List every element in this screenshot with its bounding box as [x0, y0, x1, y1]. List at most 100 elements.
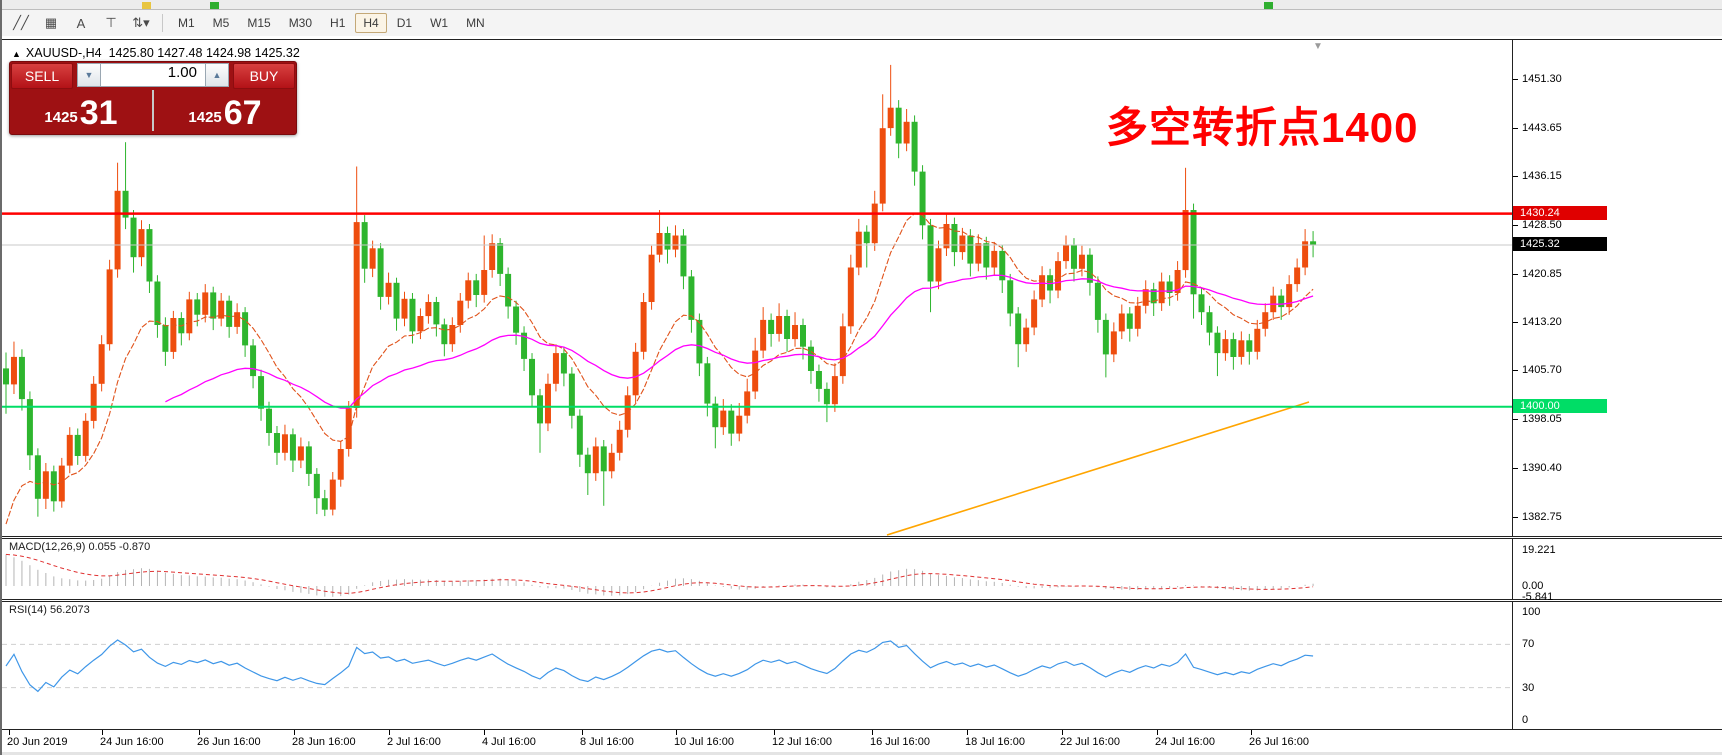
one-click-trading-panel: SELL ▼ 1.00 ▲ BUY 1425 31 1425 67 [9, 61, 297, 135]
price-tick [1513, 176, 1518, 177]
time-axis-label: 4 Jul 16:00 [482, 736, 536, 748]
volume-spinner: ▼ 1.00 ▲ [77, 63, 229, 87]
ohlc-low: 1424.98 [205, 46, 252, 60]
time-tick [294, 730, 295, 735]
chart-annotation-text: 多空转折点1400 [1106, 104, 1419, 151]
timeframe-buttons-group: M1 M5 M15 M30 H1 H4 D1 W1 MN [169, 13, 494, 33]
buy-price-small: 1425 [188, 109, 222, 126]
horizontal-scrollbar[interactable] [2, 752, 1722, 755]
time-tick [967, 730, 968, 735]
price-tick [1513, 79, 1518, 80]
main-chart-canvas[interactable] [2, 40, 1512, 536]
time-tick [484, 730, 485, 735]
sell-price-small: 1425 [44, 109, 78, 126]
time-tick [582, 730, 583, 735]
timeframe-button-m15[interactable]: M15 [247, 16, 271, 30]
chart-window: 1451.30 1443.65 1436.15 1428.50 1420.85 1413.… [2, 36, 1722, 755]
time-tick [102, 730, 103, 735]
time-axis-label: 28 Jun 16:00 [292, 736, 356, 748]
rsi-axis-label: 100 [1522, 606, 1541, 618]
timeframe-button-m1[interactable]: M1 [178, 16, 195, 30]
symbol-header[interactable]: ▲ XAUUSD-,H4 1425.80 1427.48 1424.98 1425… [12, 46, 300, 60]
chart-toolbar: ╱╱ ▦ A ⊤ ⇅▾ M1 M5 M15 M30 H1 H4 D1 W1 MN [2, 10, 1722, 37]
status-green-icon [210, 2, 219, 9]
time-axis-label: 2 Jul 16:00 [387, 736, 441, 748]
buy-price-display[interactable]: 1425 67 [154, 88, 296, 133]
text-box-icon[interactable]: ⊤ [105, 15, 117, 30]
price-axis-label: 1405.70 [1522, 364, 1562, 376]
price-axis-label: 1436.15 [1522, 170, 1562, 182]
volume-input[interactable]: 1.00 [101, 63, 205, 87]
status-green-icon-2 [1264, 2, 1273, 9]
price-axis-label: 1390.40 [1522, 462, 1562, 474]
price-axis-label: 1443.65 [1522, 122, 1562, 134]
timeframe-button-d1[interactable]: D1 [396, 16, 413, 30]
time-axis-label: 24 Jul 16:00 [1155, 736, 1215, 748]
timeframe-button-m30[interactable]: M30 [288, 16, 313, 30]
time-axis-label: 18 Jul 16:00 [965, 736, 1025, 748]
macd-axis-label: 19.221 [1522, 544, 1556, 556]
time-axis-label: 26 Jul 16:00 [1249, 736, 1309, 748]
price-tick [1513, 225, 1518, 226]
timeframe-button-mn[interactable]: MN [466, 16, 485, 30]
time-axis-label: 24 Jun 16:00 [100, 736, 164, 748]
ohlc-high: 1427.48 [157, 46, 203, 60]
text-label-icon[interactable]: A [76, 15, 86, 31]
time-axis-label: 22 Jul 16:00 [1060, 736, 1120, 748]
time-axis-label: 16 Jul 16:00 [870, 736, 930, 748]
panel-separator[interactable] [2, 536, 1722, 539]
macd-panel[interactable]: MACD(12,26,9) 0.055 -0.870 [2, 539, 1512, 599]
symbol-title: XAUUSD-,H4 [25, 46, 102, 60]
price-axis-label: 1420.85 [1522, 268, 1562, 280]
rsi-axis-label: 0 [1522, 714, 1529, 726]
price-tick [1513, 468, 1518, 469]
price-axis-label: 1398.05 [1522, 413, 1562, 425]
time-axis-label: 8 Jul 16:00 [580, 736, 634, 748]
price-axis-label: 1382.75 [1522, 511, 1562, 523]
price-divider [152, 90, 154, 131]
rsi-axis-label: 70 [1522, 638, 1535, 650]
time-axis-label: 26 Jun 16:00 [197, 736, 261, 748]
price-axis-label: 1428.50 [1522, 219, 1562, 231]
grid-icon[interactable]: ▦ [44, 15, 58, 30]
timeframe-button-h4[interactable]: H4 [355, 13, 387, 33]
status-yellow-icon [142, 2, 151, 9]
drawing-tools-group: ╱╱ ▦ A ⊤ ⇅▾ [6, 13, 156, 33]
price-tick [1513, 128, 1518, 129]
timeframe-button-m5[interactable]: M5 [212, 16, 230, 30]
window-top-strip [2, 0, 1722, 10]
macd-axis-label: 0.00 [1522, 580, 1544, 592]
timeframe-button-h1[interactable]: H1 [330, 16, 346, 30]
price-axis[interactable]: 1451.30 1443.65 1436.15 1428.50 1420.85 1413.… [1512, 40, 1722, 536]
arrows-icon[interactable]: ⇅▾ [132, 15, 150, 30]
macd-axis: 19.221 0.00 -5.841 [1512, 539, 1722, 603]
macd-label: MACD(12,26,9) 0.055 -0.870 [9, 541, 151, 553]
sell-price-display[interactable]: 1425 31 [10, 88, 152, 133]
chart-frame-top [2, 39, 1722, 40]
draw-lines-icon[interactable]: ╱╱ [13, 15, 29, 30]
rsi-axis-label: 30 [1522, 682, 1535, 694]
price-badge: 1430.24 [1513, 206, 1607, 220]
panel-separator[interactable] [2, 599, 1722, 602]
ohlc-open: 1425.80 [108, 46, 154, 60]
sell-button[interactable]: SELL [11, 63, 73, 89]
buy-button[interactable]: BUY [233, 63, 295, 89]
time-tick [9, 730, 10, 735]
collapse-triangle-icon[interactable]: ▲ [12, 49, 21, 59]
volume-decrease-icon[interactable]: ▼ [77, 63, 101, 87]
volume-increase-icon[interactable]: ▲ [205, 63, 229, 87]
price-tick [1513, 370, 1518, 371]
price-badge: 1425.32 [1513, 237, 1607, 251]
chart-shift-marker-icon[interactable]: ▼ [1313, 41, 1323, 52]
rsi-panel[interactable]: RSI(14) 56.2073 [2, 602, 1512, 729]
time-tick [774, 730, 775, 735]
price-axis-label: 1451.30 [1522, 73, 1562, 85]
timeframe-button-w1[interactable]: W1 [430, 16, 449, 30]
time-tick [872, 730, 873, 735]
time-axis-label: 12 Jul 16:00 [772, 736, 832, 748]
buy-price-big: 67 [223, 94, 262, 132]
rsi-axis: 100 70 30 0 [1512, 602, 1722, 729]
time-axis[interactable]: 20 Jun 2019 24 Jun 16:00 26 Jun 16:00 28 Ju… [2, 729, 1722, 752]
rsi-label: RSI(14) 56.2073 [9, 604, 90, 616]
time-axis-label: 10 Jul 16:00 [674, 736, 734, 748]
